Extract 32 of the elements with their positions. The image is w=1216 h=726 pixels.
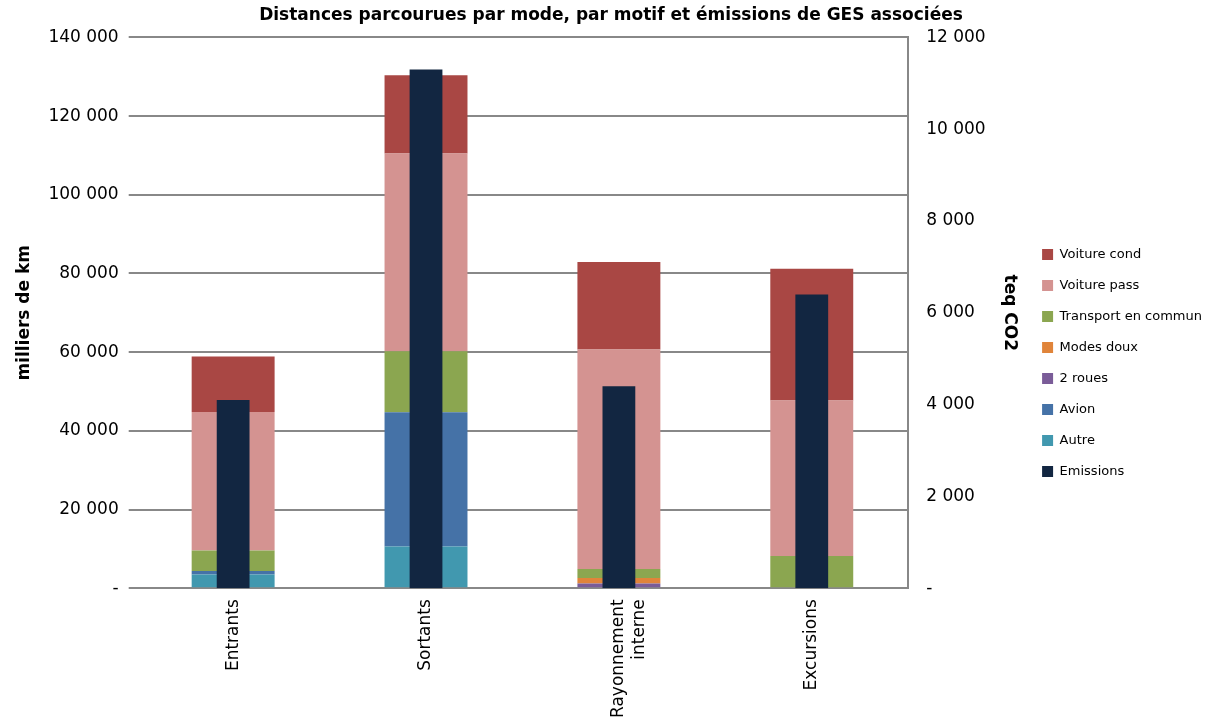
- legend-label: Voiture pass: [1059, 276, 1140, 292]
- x-tick-label: Rayonnement interne: [607, 598, 648, 719]
- legend-label: Voiture cond: [1059, 245, 1142, 261]
- y-tick-label: 140 000: [48, 25, 119, 46]
- y-tick-label: 100 000: [48, 183, 119, 204]
- y2-tick-label: 10 000: [926, 117, 986, 138]
- x-tick-label: Entrants: [221, 599, 242, 672]
- legend-label: Emissions: [1059, 462, 1125, 478]
- y2-tick-label: 12 000: [926, 25, 986, 46]
- chart-title: Distances parcourues par mode, par motif et émissions de GES associées: [259, 3, 963, 24]
- legend-label: Avion: [1059, 400, 1096, 416]
- y2-axis-title: teq CO2: [1001, 274, 1022, 352]
- y-tick-label: 20 000: [59, 497, 119, 518]
- y2-tick-label: -: [926, 576, 933, 597]
- y-tick-label: 80 000: [59, 261, 119, 282]
- y-tick-label: -: [112, 576, 119, 597]
- y-axis-title: milliers de km: [12, 245, 33, 381]
- y-tick-label: 120 000: [48, 104, 119, 125]
- y2-tick-label: 8 000: [926, 209, 975, 230]
- x-tick-label: Excursions: [800, 599, 821, 691]
- y2-tick-label: 6 000: [926, 301, 975, 322]
- bar: [577, 262, 661, 350]
- x-tick-label: Sortants: [414, 599, 435, 671]
- legend-label: Modes doux: [1059, 338, 1139, 354]
- bar: [191, 356, 275, 412]
- y2-tick-label: 4 000: [926, 393, 975, 414]
- legend-label: Transport en commun: [1058, 307, 1203, 323]
- y-tick-label: 40 000: [59, 419, 119, 440]
- legend-label: Autre: [1059, 431, 1095, 447]
- legend-label: 2 roues: [1059, 369, 1109, 385]
- y-tick-label: 60 000: [59, 340, 119, 361]
- y2-tick-label: 2 000: [926, 484, 975, 505]
